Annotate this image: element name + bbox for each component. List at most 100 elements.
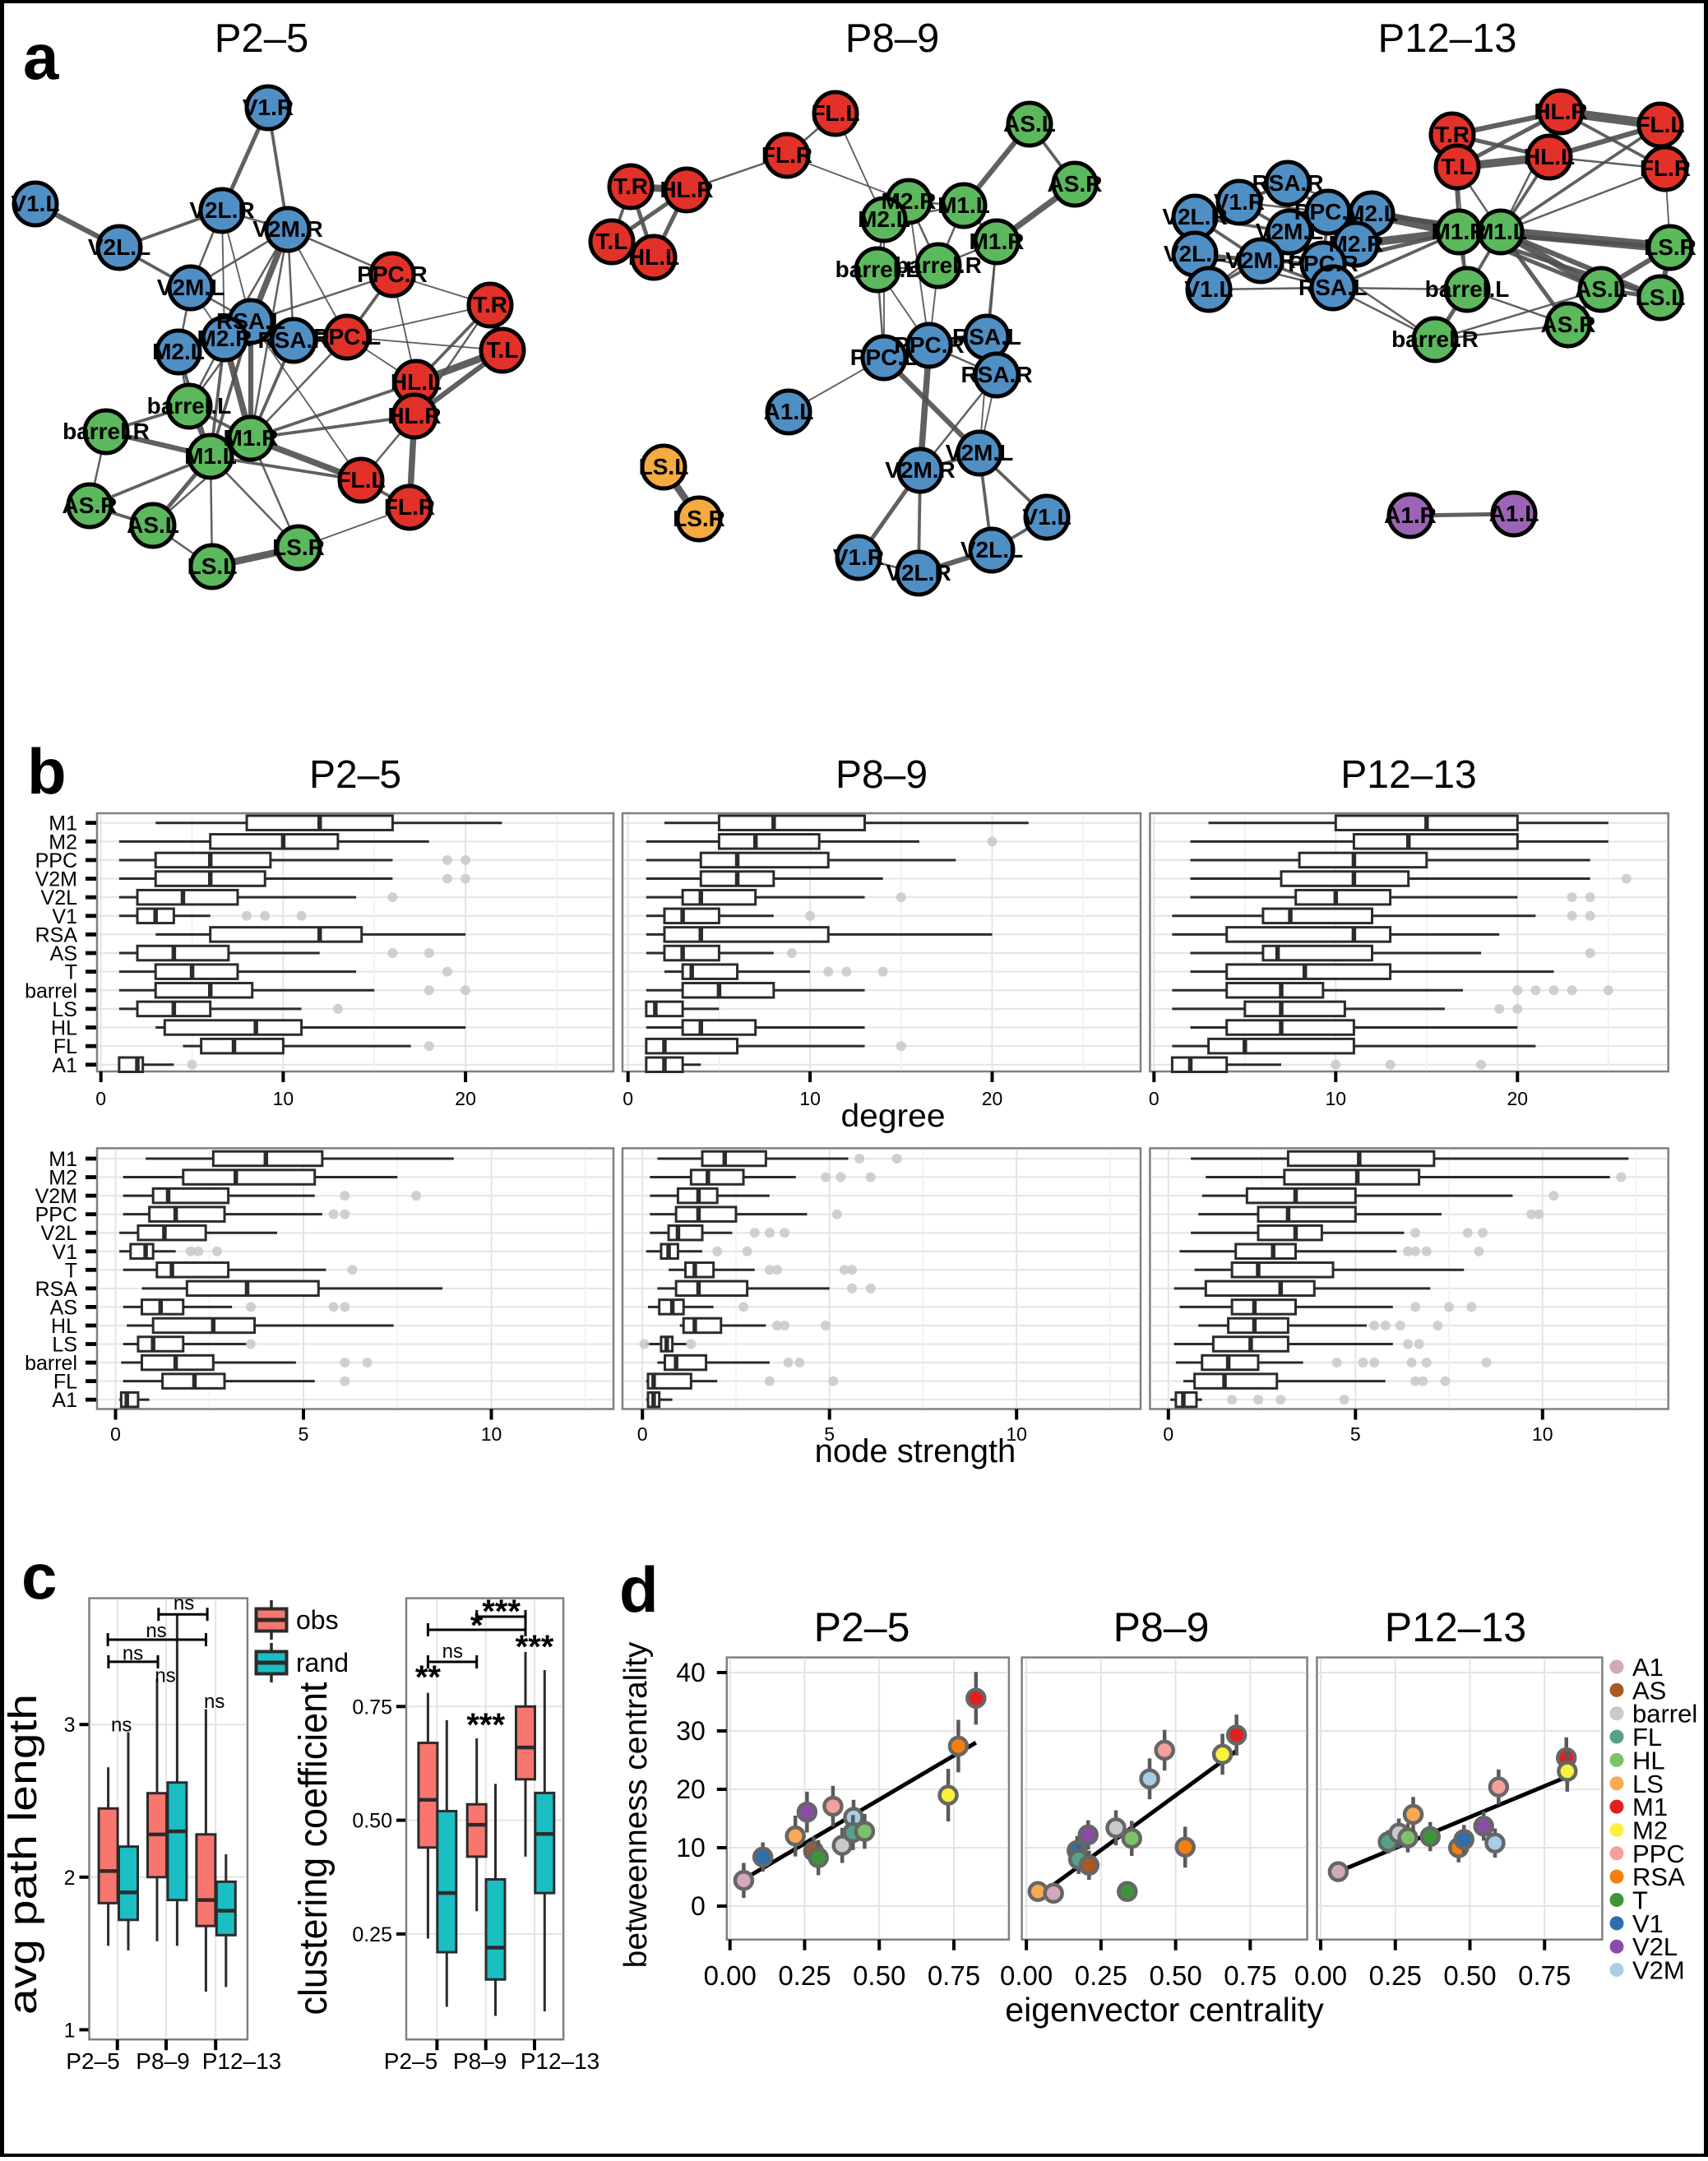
- svg-text:5: 5: [1350, 1423, 1361, 1445]
- svg-text:P12–13: P12–13: [202, 2048, 282, 2074]
- svg-text:PPC.L: PPC.L: [1294, 199, 1362, 224]
- svg-text:d: d: [619, 1553, 659, 1626]
- svg-text:M1.R: M1.R: [1432, 219, 1487, 244]
- svg-text:LS.L: LS.L: [1636, 285, 1686, 310]
- svg-text:PPC: PPC: [1632, 1839, 1685, 1868]
- svg-text:0.50: 0.50: [352, 1810, 392, 1833]
- svg-text:HL.L: HL.L: [391, 369, 442, 395]
- svg-text:HL.L: HL.L: [1524, 144, 1575, 169]
- svg-text:P2–5: P2–5: [384, 2048, 437, 2074]
- svg-text:LS.R: LS.R: [272, 534, 325, 560]
- svg-text:obs: obs: [296, 1605, 339, 1635]
- svg-text:V2M.L: V2M.L: [946, 440, 1013, 465]
- svg-text:A1: A1: [52, 1389, 77, 1412]
- svg-text:A1.L: A1.L: [764, 399, 814, 424]
- svg-text:V2L.L: V2L.L: [960, 537, 1023, 562]
- svg-text:M1.L: M1.L: [184, 443, 237, 469]
- svg-text:0.25: 0.25: [1075, 1960, 1127, 1991]
- svg-text:ns: ns: [146, 1620, 166, 1642]
- svg-text:ns: ns: [174, 1593, 194, 1615]
- svg-text:PPC: PPC: [35, 1204, 77, 1227]
- svg-text:LS: LS: [1632, 1770, 1664, 1798]
- svg-text:M2: M2: [49, 1167, 77, 1190]
- svg-text:RSA: RSA: [35, 923, 78, 946]
- svg-text:M1.L: M1.L: [1474, 219, 1527, 244]
- svg-text:P8–9: P8–9: [835, 753, 928, 797]
- svg-text:FL.R: FL.R: [1640, 155, 1691, 181]
- svg-text:ns: ns: [442, 1640, 463, 1663]
- svg-text:V2M.L: V2M.L: [157, 275, 224, 300]
- svg-text:1: 1: [64, 2019, 76, 2042]
- svg-text:barrel.R: barrel.R: [62, 419, 150, 444]
- svg-text:M2.L: M2.L: [152, 339, 205, 364]
- svg-text:M1: M1: [49, 812, 77, 835]
- svg-text:M1.R: M1.R: [970, 229, 1025, 254]
- svg-text:FL: FL: [1632, 1723, 1662, 1751]
- svg-text:0.75: 0.75: [352, 1696, 392, 1719]
- svg-text:PPC.R: PPC.R: [357, 261, 428, 287]
- svg-text:barrel.R: barrel.R: [895, 252, 982, 278]
- svg-text:AS.R: AS.R: [62, 493, 118, 518]
- svg-text:5: 5: [824, 1423, 835, 1445]
- svg-text:20: 20: [455, 1088, 476, 1109]
- svg-text:10: 10: [1326, 1088, 1347, 1109]
- svg-text:V2M.L: V2M.L: [1256, 219, 1323, 244]
- svg-text:V2L: V2L: [41, 1222, 78, 1245]
- svg-text:**: **: [415, 1659, 442, 1696]
- svg-text:M2: M2: [49, 831, 77, 854]
- svg-text:AS.L: AS.L: [1003, 111, 1056, 137]
- svg-text:0: 0: [1163, 1423, 1173, 1445]
- svg-text:HL.R: HL.R: [1534, 99, 1587, 124]
- svg-text:AS: AS: [50, 942, 77, 965]
- svg-text:V1: V1: [52, 905, 77, 928]
- svg-text:barrel.R: barrel.R: [1391, 326, 1479, 352]
- svg-text:barrel.L: barrel.L: [1425, 276, 1510, 302]
- svg-text:AS.R: AS.R: [1048, 171, 1103, 197]
- svg-text:V2M.R: V2M.R: [1225, 248, 1296, 273]
- svg-text:V1.R: V1.R: [243, 95, 294, 120]
- svg-text:20: 20: [1507, 1088, 1529, 1109]
- svg-text:node strength: node strength: [815, 1433, 1016, 1469]
- svg-text:FL.R: FL.R: [761, 142, 812, 168]
- svg-text:T.R: T.R: [613, 174, 648, 199]
- svg-text:P2–5: P2–5: [814, 1604, 910, 1650]
- svg-text:V1.L: V1.L: [1184, 276, 1233, 302]
- svg-text:LS.R: LS.R: [1644, 234, 1696, 260]
- svg-text:T.R: T.R: [473, 292, 507, 317]
- svg-text:***: ***: [516, 1629, 554, 1665]
- svg-text:V2M: V2M: [35, 868, 77, 891]
- svg-text:V2L: V2L: [41, 886, 78, 909]
- svg-text:0.50: 0.50: [853, 1960, 905, 1991]
- svg-text:V2L.L: V2L.L: [88, 234, 150, 260]
- svg-text:ns: ns: [123, 1643, 143, 1665]
- svg-text:V1: V1: [1632, 1909, 1664, 1938]
- svg-text:P2–5: P2–5: [215, 16, 308, 61]
- svg-text:LS.L: LS.L: [639, 454, 689, 479]
- svg-text:M1.L: M1.L: [937, 192, 990, 218]
- svg-text:V1: V1: [52, 1241, 77, 1264]
- svg-text:ns: ns: [155, 1664, 175, 1687]
- svg-text:FL.L: FL.L: [1636, 112, 1684, 137]
- svg-text:A1.R: A1.R: [1384, 502, 1437, 528]
- svg-text:0.25: 0.25: [778, 1960, 831, 1991]
- svg-text:M1: M1: [49, 1148, 77, 1171]
- svg-text:40: 40: [676, 1658, 706, 1687]
- svg-text:clustering coefficient: clustering coefficient: [292, 1682, 336, 2015]
- svg-text:RSA.L: RSA.L: [1298, 275, 1368, 300]
- svg-text:T: T: [65, 1259, 77, 1282]
- svg-text:P12–13: P12–13: [1385, 1604, 1526, 1650]
- svg-text:PPC.L: PPC.L: [850, 345, 918, 370]
- svg-text:RSA.R: RSA.R: [257, 327, 329, 353]
- svg-text:barrel.L: barrel.L: [147, 393, 232, 419]
- svg-text:0.50: 0.50: [1149, 1960, 1201, 1991]
- svg-text:T: T: [1632, 1886, 1648, 1915]
- svg-text:HL.R: HL.R: [387, 403, 441, 428]
- svg-text:V2L.R: V2L.R: [1162, 204, 1227, 229]
- svg-text:M2.R: M2.R: [197, 326, 252, 351]
- svg-text:LS: LS: [52, 1334, 77, 1357]
- svg-text:P8–9: P8–9: [453, 2048, 507, 2074]
- svg-text:V1.L: V1.L: [11, 191, 59, 216]
- svg-text:A1: A1: [52, 1054, 77, 1077]
- svg-text:0.50: 0.50: [1443, 1960, 1496, 1991]
- svg-text:0.75: 0.75: [928, 1960, 980, 1991]
